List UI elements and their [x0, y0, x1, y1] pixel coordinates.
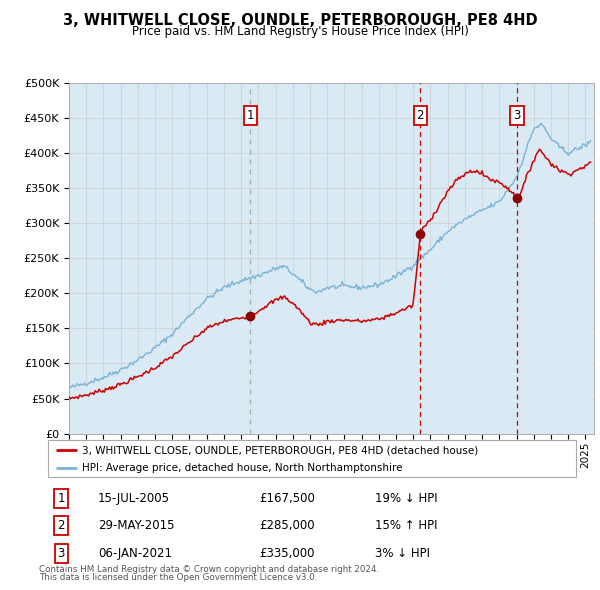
Text: 3% ↓ HPI: 3% ↓ HPI	[376, 547, 430, 560]
Text: 15-JUL-2005: 15-JUL-2005	[98, 491, 170, 504]
Text: £335,000: £335,000	[259, 547, 315, 560]
Text: 3, WHITWELL CLOSE, OUNDLE, PETERBOROUGH, PE8 4HD: 3, WHITWELL CLOSE, OUNDLE, PETERBOROUGH,…	[62, 13, 538, 28]
Text: 3: 3	[513, 110, 521, 123]
Text: 15% ↑ HPI: 15% ↑ HPI	[376, 519, 438, 532]
Text: 2: 2	[416, 110, 424, 123]
FancyBboxPatch shape	[48, 440, 576, 477]
Text: HPI: Average price, detached house, North Northamptonshire: HPI: Average price, detached house, Nort…	[82, 463, 403, 473]
Text: 1: 1	[58, 491, 65, 504]
Text: Contains HM Land Registry data © Crown copyright and database right 2024.: Contains HM Land Registry data © Crown c…	[39, 565, 379, 574]
Text: 3, WHITWELL CLOSE, OUNDLE, PETERBOROUGH, PE8 4HD (detached house): 3, WHITWELL CLOSE, OUNDLE, PETERBOROUGH,…	[82, 445, 479, 455]
Text: 19% ↓ HPI: 19% ↓ HPI	[376, 491, 438, 504]
Text: This data is licensed under the Open Government Licence v3.0.: This data is licensed under the Open Gov…	[39, 573, 317, 582]
Text: 2: 2	[58, 519, 65, 532]
Text: £167,500: £167,500	[259, 491, 315, 504]
Text: 1: 1	[247, 110, 254, 123]
Text: 3: 3	[58, 547, 65, 560]
Text: 06-JAN-2021: 06-JAN-2021	[98, 547, 172, 560]
Text: Price paid vs. HM Land Registry's House Price Index (HPI): Price paid vs. HM Land Registry's House …	[131, 25, 469, 38]
Text: £285,000: £285,000	[259, 519, 315, 532]
Text: 29-MAY-2015: 29-MAY-2015	[98, 519, 175, 532]
